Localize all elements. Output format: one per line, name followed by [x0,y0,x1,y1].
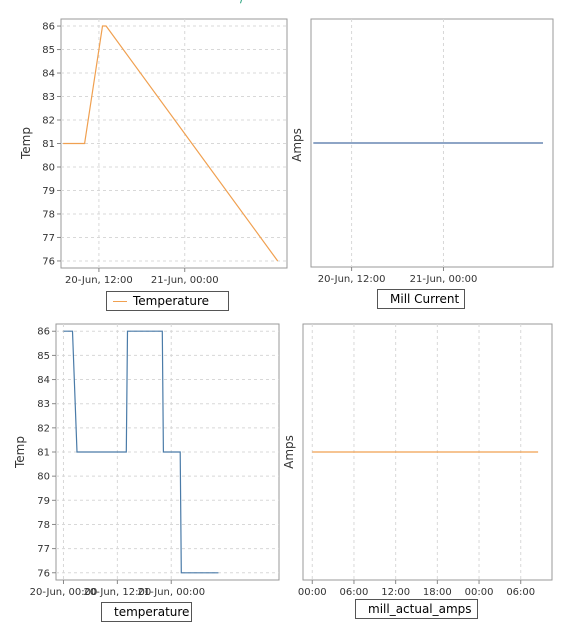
y-tick-label: 80 [37,472,50,483]
y-tick-label: 82 [42,116,55,127]
y-axis-label: Amps [282,435,296,469]
series-line-1 [63,25,279,262]
x-tick-label: 20-Jun, 00:00 [30,587,98,598]
y-tick-label: 86 [37,327,50,338]
y-tick-label: 79 [42,186,55,197]
legend-chart-3: temperature [101,602,192,622]
legend-chart-4: mill_actual_amps [355,599,478,619]
legend-label-mill-actual-amps: mill_actual_amps [368,602,472,616]
y-tick-label: 79 [37,496,50,507]
y-tick-label: 76 [37,568,50,579]
x-tick-label: 06:00 [506,587,535,598]
x-tick-label: 20-Jun, 12:00 [84,587,152,598]
y-tick-label: 81 [37,448,50,459]
y-tick-label: 83 [42,92,55,103]
legend-label-temperature: Temperature [133,294,210,308]
legend-chart-1: Temperature [106,291,229,311]
y-axis-label: Amps [290,128,304,162]
x-tick-label: 20-Jun, 12:00 [65,275,133,286]
y-tick-label: 82 [37,423,50,434]
legend-label-temperature-lower: temperature [114,605,190,619]
legend-label-mill-current: Mill Current [390,292,460,306]
y-tick-label: 81 [42,139,55,150]
x-tick-label: 18:00 [423,587,452,598]
y-tick-label: 85 [37,351,50,362]
x-tick-label: 00:00 [298,587,327,598]
y-axis-label: Temp [19,127,33,160]
x-tick-label: 21-Jun, 00:00 [410,274,478,285]
x-tick-label: 20-Jun, 12:00 [318,274,386,285]
y-tick-label: 78 [42,209,55,220]
x-tick-label: 00:00 [465,587,494,598]
x-tick-label: 12:00 [381,587,410,598]
y-tick-label: 85 [42,45,55,56]
y-axis-label: Temp [13,436,27,469]
top-edge-mark: / [240,0,250,5]
y-tick-label: 86 [42,22,55,33]
y-tick-label: 76 [42,256,55,267]
x-tick-label: 06:00 [340,587,369,598]
legend-chart-2: Mill Current [377,289,465,309]
y-tick-label: 80 [42,162,55,173]
x-tick-label: 21-Jun, 00:00 [151,275,219,286]
y-tick-label: 77 [37,544,50,555]
x-tick-label: 21-Jun, 00:00 [137,587,205,598]
y-tick-label: 84 [42,69,55,80]
y-tick-label: 83 [37,399,50,410]
y-tick-label: 78 [37,520,50,531]
series-line-3 [63,330,219,574]
legend-swatch-1 [113,300,127,302]
y-tick-label: 77 [42,233,55,244]
y-tick-label: 84 [37,375,50,386]
